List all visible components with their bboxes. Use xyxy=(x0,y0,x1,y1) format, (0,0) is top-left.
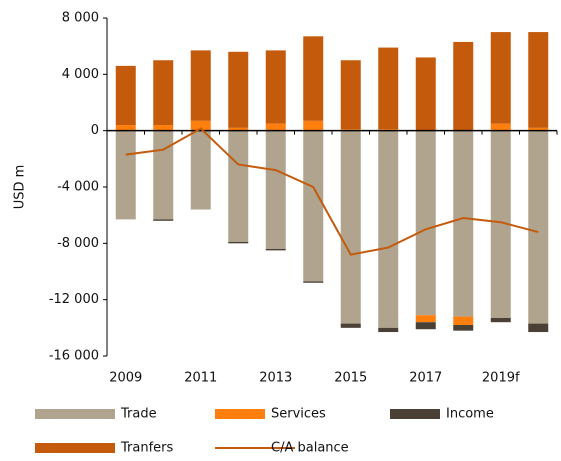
bar xyxy=(340,130,361,324)
bar xyxy=(153,130,174,220)
bar xyxy=(415,322,436,330)
y-tick-label: 0 xyxy=(91,123,99,138)
bar xyxy=(153,125,174,131)
x-tick-label: 2019f xyxy=(482,371,520,386)
y-tick-label: 4 000 xyxy=(62,67,99,82)
bar xyxy=(490,32,511,124)
legend-label: Income xyxy=(446,407,494,422)
bar xyxy=(415,130,436,316)
bar xyxy=(453,325,474,331)
bar xyxy=(378,130,399,328)
bar xyxy=(115,125,136,131)
y-tick-label: -4 000 xyxy=(57,180,99,195)
x-tick-label: 2017 xyxy=(409,371,442,386)
line xyxy=(125,127,539,256)
bar xyxy=(190,50,211,121)
legend-label: C/A balance xyxy=(271,441,349,456)
bar xyxy=(528,127,549,131)
bar xyxy=(453,41,474,131)
bar xyxy=(153,60,174,126)
x-tick-label: 2015 xyxy=(334,371,367,386)
bar xyxy=(340,323,361,328)
bar xyxy=(153,219,174,221)
bar xyxy=(378,327,399,333)
bar xyxy=(490,130,511,318)
bar xyxy=(265,130,286,249)
bar xyxy=(115,65,136,126)
bar xyxy=(303,281,324,283)
legend-swatch xyxy=(35,443,115,453)
bar xyxy=(528,32,549,128)
bar xyxy=(415,315,436,323)
legend-swatch xyxy=(35,409,115,419)
bar xyxy=(265,50,286,124)
bar xyxy=(415,57,436,131)
legend-swatch xyxy=(390,409,440,419)
bar xyxy=(378,47,399,130)
y-axis-label: USD m xyxy=(13,165,28,210)
bar xyxy=(490,123,511,131)
bar xyxy=(265,123,286,131)
bar xyxy=(228,127,249,131)
bar xyxy=(303,36,324,121)
x-tick-label: 2013 xyxy=(259,371,292,386)
x-tick-label: 2009 xyxy=(109,371,142,386)
bar xyxy=(115,130,136,220)
bar xyxy=(453,130,474,317)
y-tick-label: -8 000 xyxy=(57,236,99,251)
bar xyxy=(490,317,511,323)
bar xyxy=(528,323,549,333)
y-tick-label: -16 000 xyxy=(49,349,99,364)
legend-label: Services xyxy=(271,407,326,422)
legend-label: Trade xyxy=(120,407,157,422)
legend-swatch xyxy=(215,409,265,419)
y-tick-label: -12 000 xyxy=(49,292,99,307)
bar xyxy=(190,130,211,210)
bar xyxy=(303,120,324,131)
bar xyxy=(265,248,286,251)
bar xyxy=(340,60,361,130)
bar xyxy=(228,130,249,242)
bar xyxy=(303,130,324,282)
legend-label: Tranfers xyxy=(120,441,174,456)
bar xyxy=(528,130,549,324)
bar xyxy=(228,241,249,244)
y-tick-label: 8 000 xyxy=(62,11,99,26)
bar xyxy=(453,316,474,326)
bar xyxy=(228,51,249,128)
bar xyxy=(190,120,211,131)
x-tick-label: 2011 xyxy=(184,371,217,386)
